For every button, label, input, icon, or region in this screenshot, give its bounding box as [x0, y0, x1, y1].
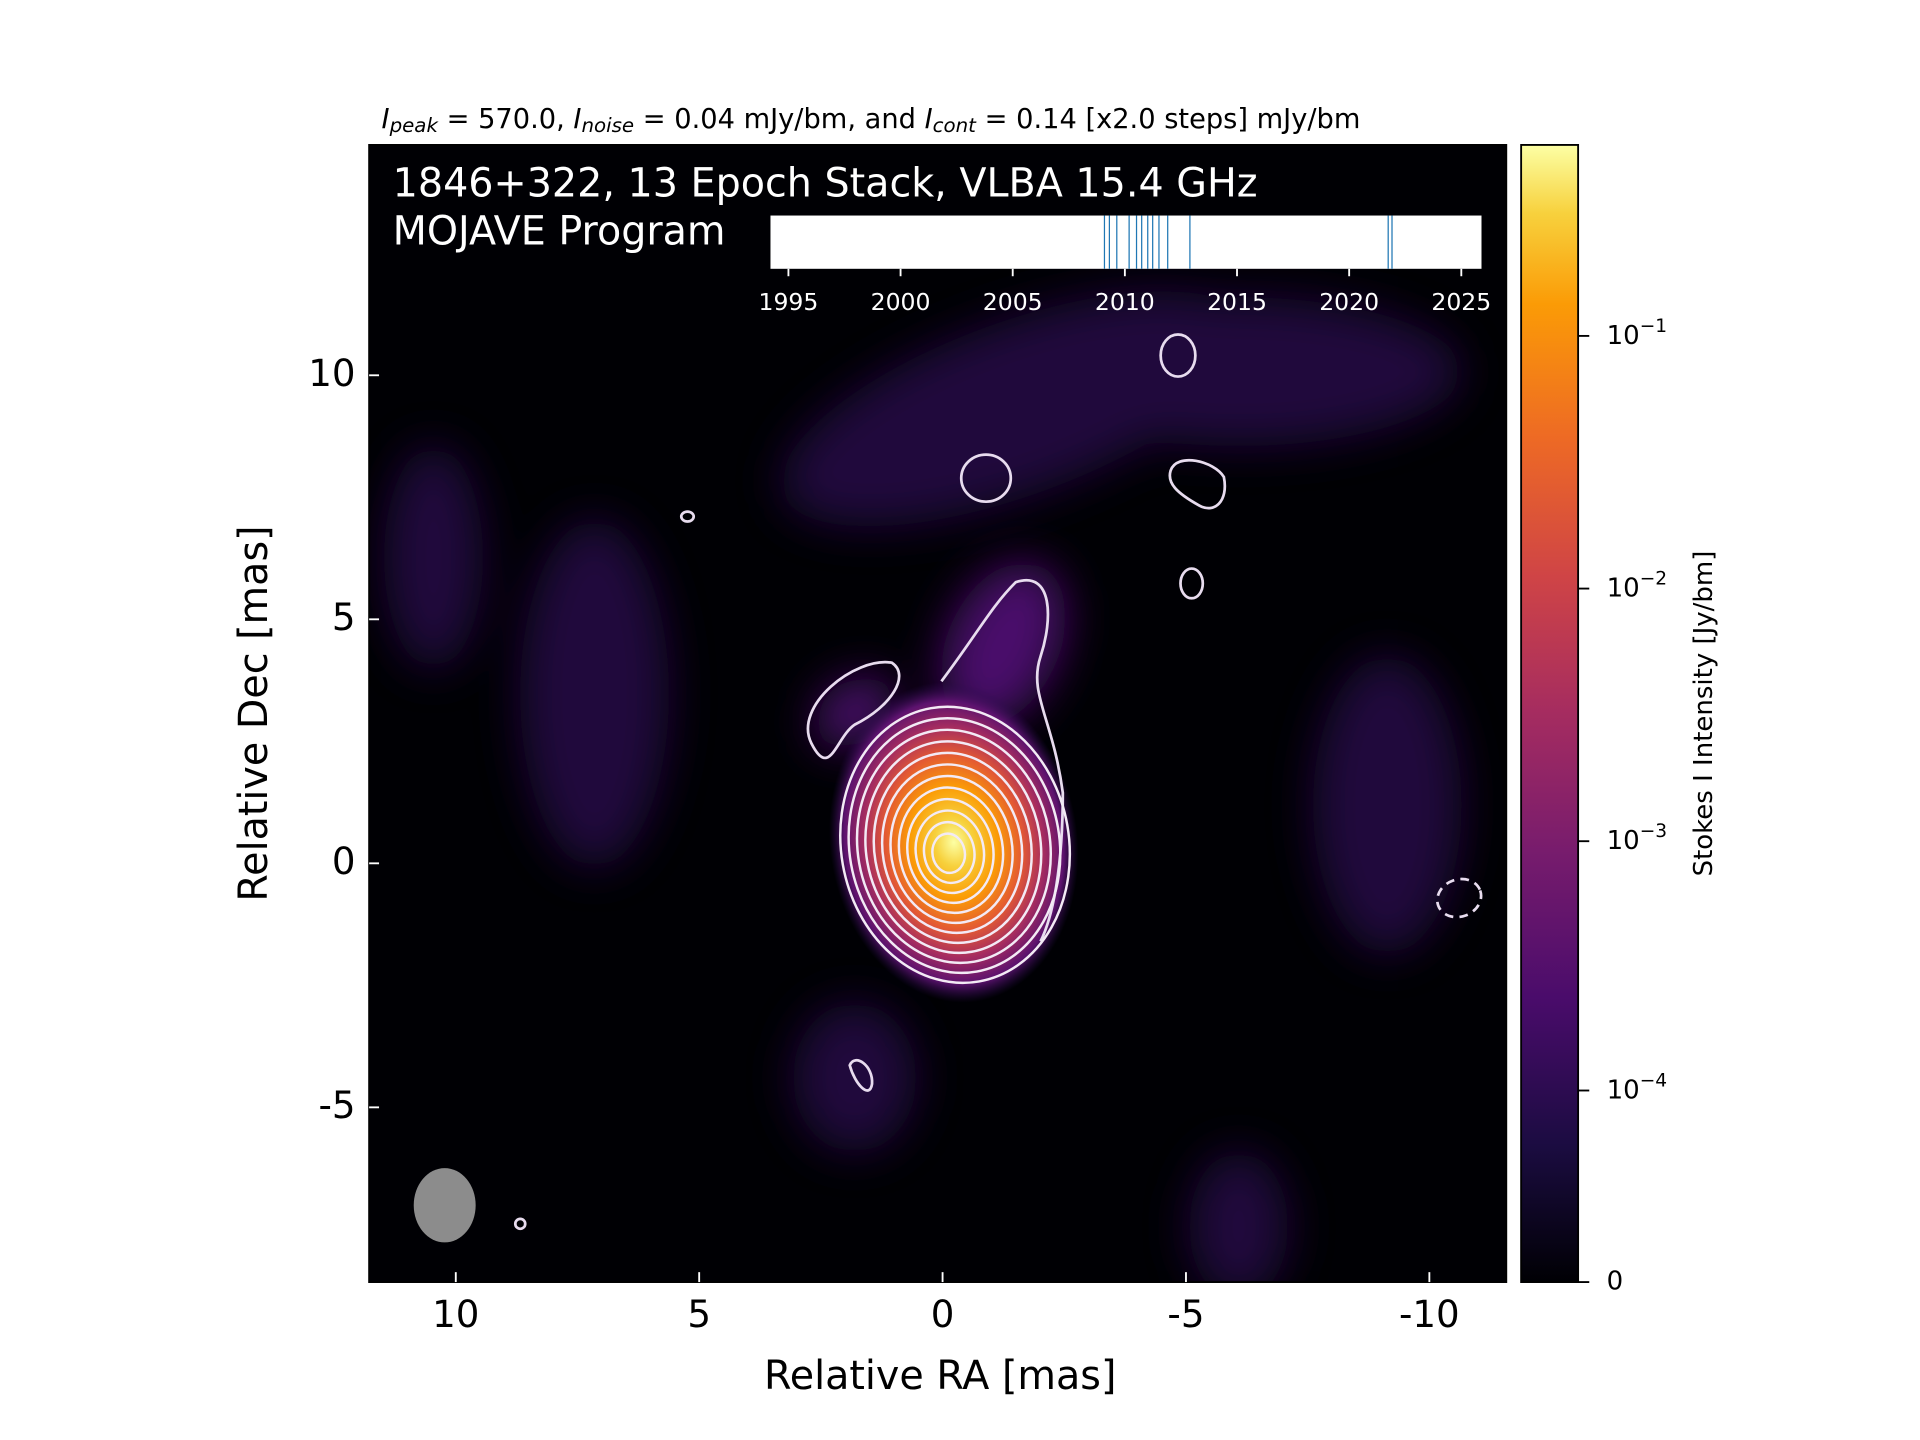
- contour: [889, 774, 1014, 925]
- title-part: peak: [389, 114, 440, 137]
- contour: [931, 832, 967, 875]
- epoch-inset: [770, 215, 1482, 269]
- inset-tick-label: 2010: [1095, 288, 1155, 316]
- colorbar: [1520, 144, 1580, 1283]
- inset-tick-label: 2015: [1207, 288, 1267, 316]
- inset-tick-label: 2005: [983, 288, 1043, 316]
- x-tick-label: 5: [687, 1293, 711, 1336]
- title-part: = 0.14 [x2.0 steps] mJy/bm: [976, 104, 1360, 135]
- y-axis-label: Relative Dec [mas]: [231, 525, 277, 901]
- colorbar-tick-label: 10−1: [1607, 316, 1667, 351]
- colorbar-tick-label: 0: [1607, 1267, 1624, 1297]
- colorbar-label: Stokes I Intensity [Jy/bm]: [1689, 551, 1719, 877]
- inset-tick-label: 1995: [758, 288, 818, 316]
- title-part: = 570.0,: [438, 104, 574, 135]
- contour: [897, 786, 1005, 915]
- y-tick-label: 0: [332, 840, 356, 883]
- contour: [914, 809, 986, 895]
- contour: [906, 797, 995, 905]
- x-tick-label: 0: [931, 1293, 955, 1336]
- y-tick-label: 5: [332, 596, 356, 639]
- contour: [855, 728, 1053, 965]
- contour: [847, 717, 1062, 975]
- inset-tick-label: 2025: [1431, 288, 1491, 316]
- inset-tick-label: 2020: [1319, 288, 1379, 316]
- x-tick-label: 10: [432, 1293, 479, 1336]
- colorbar-tick-label: 10−3: [1607, 821, 1667, 856]
- y-tick-label: 10: [308, 352, 355, 395]
- contour: [864, 740, 1043, 955]
- colorbar-tick-label: 10−2: [1607, 568, 1667, 603]
- title-part: = 0.04 mJy/bm, and: [634, 104, 924, 135]
- contour: [922, 820, 976, 885]
- colorbar-tick-label: 10−4: [1607, 1070, 1667, 1105]
- contour: [880, 763, 1024, 935]
- title-part: I: [573, 104, 581, 135]
- contour: [872, 751, 1033, 945]
- title-part: cont: [933, 114, 978, 137]
- chart-title: Ipeak = 570.0, Inoise = 0.04 mJy/bm, and…: [382, 104, 1361, 137]
- image: [369, 144, 1507, 1283]
- y-tick-label: -5: [318, 1084, 355, 1127]
- x-tick-label: -10: [1399, 1293, 1460, 1336]
- annotation: MOJAVE Program: [393, 209, 726, 255]
- title-part: I: [382, 104, 390, 135]
- title-part: I: [925, 104, 933, 135]
- contour: [839, 705, 1072, 985]
- inset-tick-label: 2000: [871, 288, 931, 316]
- x-tick-label: -5: [1167, 1293, 1204, 1336]
- x-axis-label: Relative RA [mas]: [764, 1353, 1116, 1399]
- title-part: noise: [581, 114, 634, 137]
- annotation: 1846+322, 13 Epoch Stack, VLBA 15.4 GHz: [393, 160, 1258, 206]
